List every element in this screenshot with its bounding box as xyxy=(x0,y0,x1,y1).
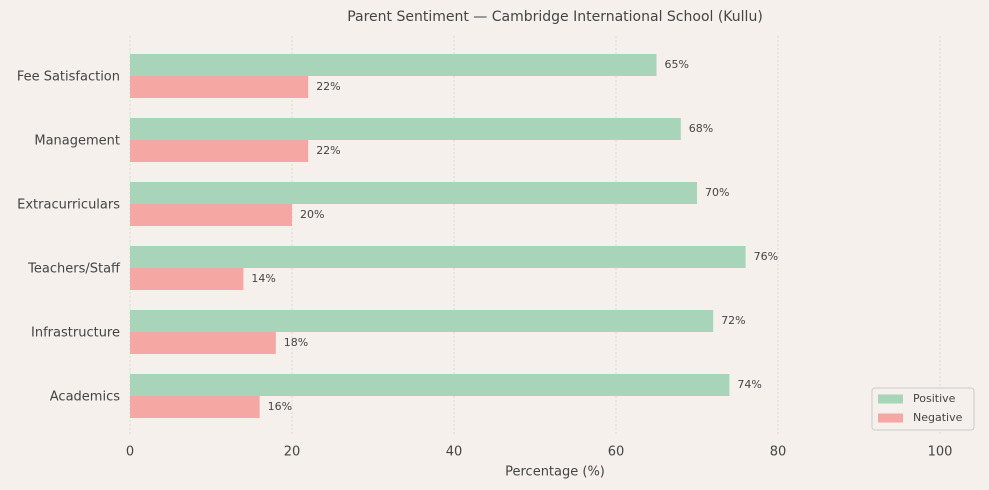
legend-swatch xyxy=(878,413,903,423)
x-axis-label: Percentage (%) xyxy=(505,465,605,480)
value-label: 72% xyxy=(721,314,745,327)
y-tick-label: Extracurriculars xyxy=(17,198,120,213)
value-label: 16% xyxy=(268,400,292,413)
legend-label: Negative xyxy=(913,411,963,424)
x-tick-label: 100 xyxy=(928,445,953,460)
x-tick-label: 0 xyxy=(126,445,134,460)
bar xyxy=(130,396,260,418)
value-label: 20% xyxy=(300,208,324,221)
bar xyxy=(130,374,730,396)
x-tick-label: 20 xyxy=(284,445,301,460)
bar xyxy=(130,140,309,162)
legend-label: Positive xyxy=(913,392,956,405)
bar xyxy=(130,246,746,268)
legend: Positive Negative xyxy=(871,387,975,431)
value-label: 74% xyxy=(737,378,761,391)
y-tick-label: Academics xyxy=(50,390,120,405)
y-tick-label: Infrastructure xyxy=(31,326,120,341)
value-label: 14% xyxy=(251,272,275,285)
x-tick-label: 60 xyxy=(608,445,625,460)
bar xyxy=(130,54,657,76)
chart-title: Parent Sentiment — Cambridge Internation… xyxy=(347,9,763,25)
value-label: 65% xyxy=(665,58,689,71)
y-tick-label: Teachers/Staff xyxy=(27,262,121,277)
bar xyxy=(130,310,714,332)
bar xyxy=(130,76,309,98)
bar xyxy=(130,268,244,290)
bar xyxy=(130,204,292,226)
value-label: 70% xyxy=(705,186,729,199)
x-tick-label: 40 xyxy=(446,445,463,460)
y-tick-label: Fee Satisfaction xyxy=(17,70,120,85)
bar xyxy=(130,332,276,354)
value-label: 76% xyxy=(754,250,778,263)
value-label: 22% xyxy=(316,144,340,157)
value-label: 22% xyxy=(316,80,340,93)
y-tick-label: Management xyxy=(34,134,120,149)
bar xyxy=(130,118,681,140)
x-tick-label: 80 xyxy=(770,445,787,460)
bar xyxy=(130,182,697,204)
value-label: 68% xyxy=(689,122,713,135)
value-label: 18% xyxy=(284,336,308,349)
legend-swatch xyxy=(878,394,903,404)
